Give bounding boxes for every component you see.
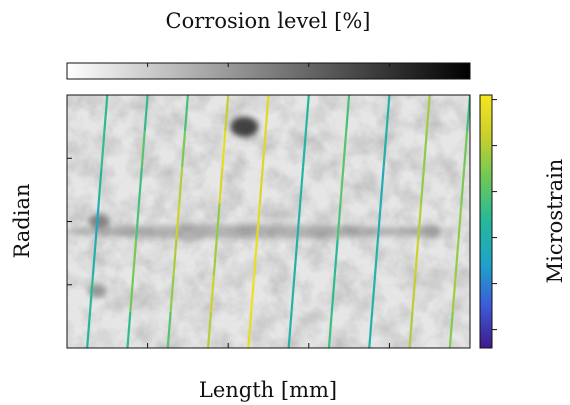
corrosion-spot	[422, 225, 441, 238]
fiber-segment	[460, 167, 466, 204]
fiber-segment	[181, 131, 187, 168]
fiber-segment	[255, 203, 261, 240]
fiber-segment	[371, 275, 377, 312]
fiber-segment	[224, 95, 230, 132]
y-axis-label: Radian	[10, 183, 34, 258]
fiber-segment	[140, 131, 146, 168]
fiber-segment	[327, 311, 333, 348]
fiber-segment	[134, 203, 141, 240]
fiber-segment	[463, 131, 469, 168]
microstrain-colorbar-label: Microstrain	[543, 159, 567, 284]
fiber-segment	[296, 203, 302, 240]
fiber-segment	[132, 239, 138, 276]
fiber-segment	[457, 203, 463, 240]
fiber-segment	[206, 311, 213, 348]
corrosion-spot	[180, 230, 196, 242]
fiber-segment	[258, 167, 264, 204]
fiber-segment	[379, 167, 385, 204]
fiber-segment	[88, 275, 95, 312]
fiber-segment	[408, 311, 414, 348]
fiber-segment	[345, 95, 351, 132]
fiber-segment	[382, 131, 388, 168]
fiber-segment	[221, 131, 227, 168]
fiber-segment	[299, 167, 305, 204]
fiber-segment	[143, 95, 149, 132]
fiber-segment	[373, 239, 379, 276]
fiber-segment	[166, 311, 172, 348]
fiber-segment	[304, 95, 310, 132]
fiber-segment	[247, 311, 253, 348]
fiber-segment	[103, 95, 109, 132]
y-axis-ticks	[67, 94, 72, 349]
corrosion-features	[67, 116, 441, 298]
fiber-segment	[454, 239, 460, 276]
fiber-segment	[172, 239, 178, 276]
fiber-segment	[126, 311, 132, 348]
fiber-segment	[218, 167, 224, 204]
fiber-segment	[183, 95, 189, 132]
corrosion-spot	[88, 213, 110, 230]
fiber-segment	[253, 239, 259, 276]
microstrain-colorbar-ticks	[492, 99, 497, 331]
fiber-segment	[342, 131, 348, 168]
fiber-segment	[212, 239, 218, 276]
fiber-segment	[287, 311, 293, 348]
helical-fibers	[86, 95, 470, 348]
microstrain-colorbar: Microstrain	[479, 94, 567, 349]
fiber-segment	[425, 95, 431, 132]
fiber-segment	[414, 239, 420, 276]
microstrain-colorbar-gradient	[479, 94, 493, 349]
fiber-segment	[97, 167, 103, 204]
fiber-segment	[178, 167, 184, 204]
corrosion-band	[67, 224, 439, 239]
fiber-segment	[215, 203, 221, 240]
fiber-segment	[333, 239, 339, 276]
fiber-segment	[301, 131, 308, 168]
fiber-segment	[94, 203, 100, 240]
fiber-segment	[376, 203, 382, 240]
fiber-segment	[137, 167, 143, 204]
fiber-segment	[293, 239, 299, 276]
corrosion-map-texture	[67, 95, 470, 348]
corrosion-colorbar-title: Corrosion level [%]	[166, 9, 371, 33]
fiber-segment	[264, 95, 270, 132]
x-axis-label: Length [mm]	[199, 378, 337, 402]
fiber-segment	[368, 311, 374, 348]
corrosion-colorbar-ticks	[66, 63, 471, 67]
corrosion-colorbar: Corrosion level [%]	[66, 9, 471, 80]
fiber-segment	[422, 131, 428, 168]
fiber-segment	[330, 275, 336, 312]
fiber-segment	[100, 131, 106, 168]
fiber-segment	[336, 203, 342, 240]
x-axis-ticks	[66, 343, 471, 348]
fiber-segment	[417, 203, 423, 240]
fiber-segment	[209, 275, 215, 312]
plot-area: Length [mm] Radian	[10, 94, 471, 402]
fiber-segment	[169, 275, 175, 312]
fiber-segment	[86, 311, 92, 348]
fiber-segment	[91, 239, 97, 276]
fiber-segment	[129, 275, 135, 312]
fiber-segment	[411, 275, 417, 312]
fiber-segment	[419, 167, 426, 204]
fiber-segment	[448, 311, 454, 348]
fiber-segment	[451, 275, 457, 312]
fiber-segment	[261, 131, 267, 168]
fiber-segment	[175, 203, 181, 240]
fiber-segment	[385, 95, 391, 132]
fiber-segment	[339, 167, 345, 204]
corrosion-spot	[230, 116, 259, 137]
fiber-segment	[290, 275, 296, 312]
corrosion-colorbar-gradient	[66, 62, 471, 80]
fiber-segment	[250, 275, 256, 312]
